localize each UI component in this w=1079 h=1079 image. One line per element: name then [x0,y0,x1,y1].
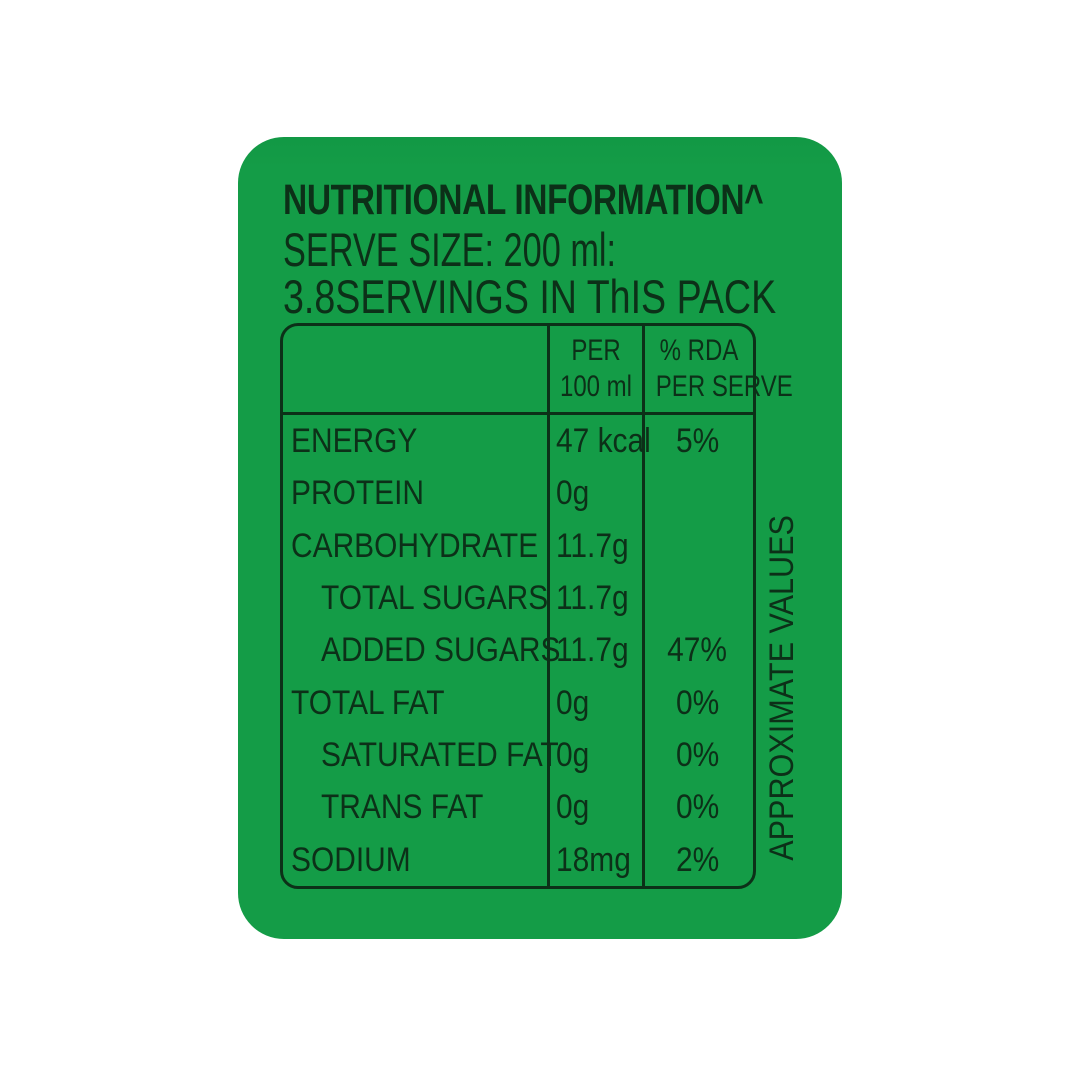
approximate-values-note: APPROXIMATE VALUES [763,515,801,880]
rda-cell: 0% [675,683,720,722]
per-100ml-cell: 0g [556,736,590,775]
nutrient-cell: SATURATED FAT [321,736,559,775]
serve-size-line: SERVE SIZE: 200 ml: [283,226,739,273]
approximate-values-text: APPROXIMATE VALUES [763,515,801,861]
table-body: ENERGY 47 kcal 5% PROTEIN 0g CARBOHYDRAT… [283,415,753,886]
rda-header-line1: % RDA [659,334,739,367]
nutrient-cell: SODIUM [291,840,411,879]
rda-cell [642,581,753,615]
nutrition-table: PER 100 ml % RDA PER SERVE ENERGY 47 kca… [280,323,793,889]
column-divider-1 [547,326,550,886]
nutrient-cell: TRANS FAT [321,788,484,827]
label-title-text: NUTRITIONAL INFORMATION^ [283,176,764,224]
nutrient-cell: TOTAL FAT [291,683,445,722]
nutrient-cell: TOTAL SUGARS [321,579,549,618]
column-divider-2 [642,326,645,886]
rda-cell [642,476,753,510]
column-header-per-100ml: PER 100 ml [550,333,642,405]
per-100ml-cell: 11.7g [556,526,629,565]
rda-cell: 47% [667,631,728,670]
rda-cell [642,529,753,563]
nutrition-label: NUTRITIONAL INFORMATION^ SERVE SIZE: 200… [238,137,842,939]
per-header-line2: 100 ml [559,370,633,403]
table-row: TOTAL SUGARS 11.7g [283,572,753,624]
servings-text: 3.8SERVINGS IN ThIS PACK [283,270,777,323]
table-row: ADDED SUGARS 11.7g 47% [283,624,753,676]
table-row: TRANS FAT 0g 0% [283,781,753,833]
nutrient-cell: ENERGY [291,422,418,461]
per-header-line1: PER [571,334,621,367]
rda-header-line2: PER SERVE [655,370,793,403]
nutrient-cell: ADDED SUGARS [321,631,561,670]
per-100ml-cell: 18mg [556,840,631,879]
nutrient-cell: PROTEIN [291,474,424,513]
per-100ml-cell: 11.7g [556,579,629,618]
table-row: CARBOHYDRATE 11.7g [283,520,753,572]
per-100ml-cell: 0g [556,474,590,513]
column-header-rda: % RDA PER SERVE [645,333,793,405]
per-100ml-cell: 47 kcal [556,422,651,461]
table-row: ENERGY 47 kcal 5% [283,415,753,467]
rda-cell: 5% [675,422,720,461]
nutrient-cell: CARBOHYDRATE [291,526,539,565]
label-title: NUTRITIONAL INFORMATION^ [283,179,899,222]
table-row: SATURATED FAT 0g 0% [283,729,753,781]
per-100ml-cell: 0g [556,683,590,722]
serve-size-text: SERVE SIZE: 200 ml: [283,223,617,276]
table-row: PROTEIN 0g [283,467,753,519]
table-row: SODIUM 18mg 2% [283,834,753,886]
servings-line: 3.8SERVINGS IN ThIS PACK [283,273,899,320]
header-divider [282,412,754,415]
per-100ml-cell: 0g [556,788,590,827]
table-row: TOTAL FAT 0g 0% [283,677,753,729]
rda-cell: 0% [675,736,720,775]
per-100ml-cell: 11.7g [556,631,629,670]
rda-cell: 2% [675,840,720,879]
rda-cell: 0% [675,788,720,827]
